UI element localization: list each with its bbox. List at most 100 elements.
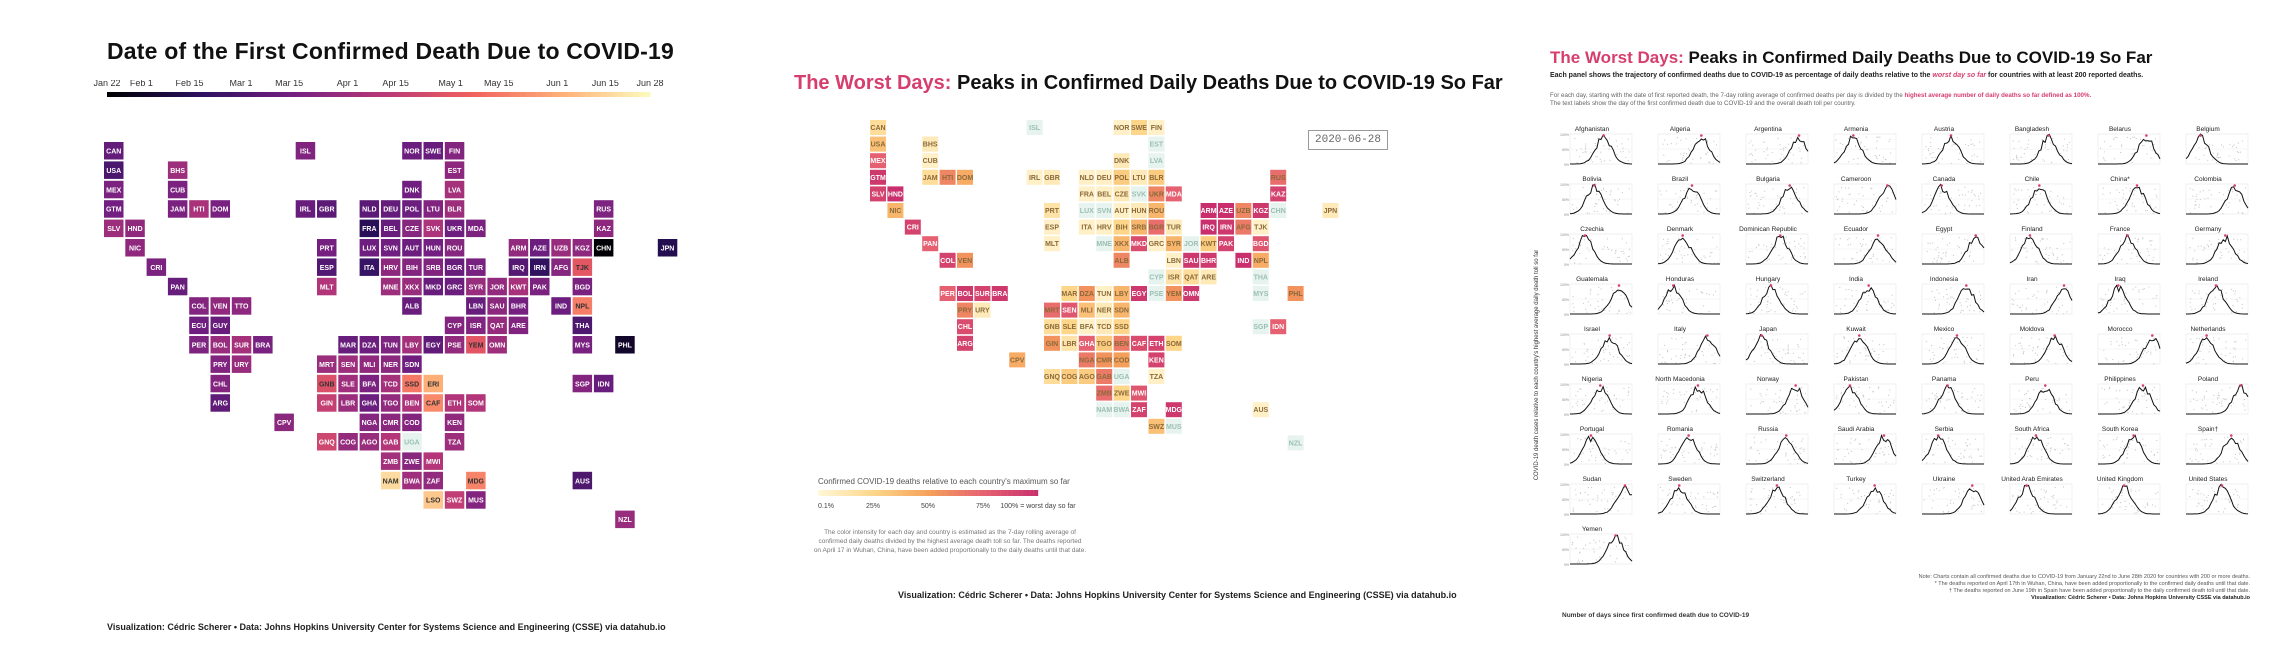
daily-point bbox=[1927, 449, 1929, 451]
daily-point bbox=[2201, 304, 2203, 306]
tile-cell bbox=[1148, 352, 1165, 368]
y-tick: 0% bbox=[1564, 363, 1569, 367]
daily-point bbox=[1930, 137, 1932, 139]
tile-label: SDN bbox=[1114, 308, 1129, 315]
daily-point bbox=[1596, 495, 1599, 497]
panel3-title-highlight: The Worst Days: bbox=[1550, 48, 1684, 67]
country-name: France bbox=[2110, 226, 2131, 233]
country-tile: IND bbox=[1235, 252, 1252, 268]
tile-cell bbox=[444, 433, 465, 451]
daily-point bbox=[2239, 452, 2241, 454]
legend-swatch bbox=[307, 92, 314, 97]
daily-point bbox=[1971, 461, 1974, 463]
daily-point bbox=[2050, 209, 2052, 211]
country-tile: GRC bbox=[444, 277, 465, 296]
daily-point bbox=[1775, 203, 1777, 205]
peak-marker bbox=[1677, 484, 1681, 487]
legend-swatch bbox=[947, 490, 951, 496]
daily-point bbox=[1875, 491, 1877, 493]
peak-marker bbox=[1867, 284, 1870, 287]
daily-point bbox=[2052, 496, 2054, 499]
daily-point bbox=[1665, 243, 1667, 245]
daily-point bbox=[1624, 297, 1626, 299]
daily-point bbox=[2063, 243, 2065, 245]
daily-point bbox=[1665, 212, 1667, 214]
daily-point bbox=[2012, 140, 2015, 142]
daily-point bbox=[1671, 447, 1673, 449]
daily-point bbox=[2131, 161, 2133, 164]
country-tile: DNK bbox=[1113, 153, 1130, 169]
legend-swatch bbox=[837, 490, 841, 496]
tile-label: PRY bbox=[213, 362, 227, 369]
daily-point bbox=[1669, 204, 1671, 206]
daily-point bbox=[2055, 507, 2057, 509]
daily-point bbox=[2109, 192, 2111, 194]
peak-marker bbox=[1857, 334, 1861, 337]
daily-point bbox=[1688, 290, 1691, 292]
daily-point bbox=[1803, 448, 1805, 450]
daily-point bbox=[1747, 512, 1749, 514]
daily-point bbox=[1958, 496, 1960, 498]
daily-point bbox=[1714, 190, 1716, 192]
daily-point bbox=[1578, 242, 1580, 244]
daily-point bbox=[1582, 152, 1584, 154]
daily-point bbox=[1783, 303, 1785, 305]
daily-point bbox=[2038, 338, 2040, 340]
daily-point bbox=[1932, 358, 1935, 360]
country-tile: LTU bbox=[1131, 169, 1147, 185]
tile-label: GIN bbox=[1046, 341, 1058, 348]
daily-point bbox=[1689, 495, 1692, 497]
daily-point bbox=[2237, 300, 2239, 302]
tile-label: SAU bbox=[490, 304, 505, 311]
country-name: Saudi Arabia bbox=[1838, 426, 1875, 433]
daily-point bbox=[1698, 458, 1700, 461]
daily-point bbox=[2126, 389, 2128, 391]
daily-point bbox=[1945, 251, 1947, 253]
tile-label: NAM bbox=[1096, 407, 1112, 414]
daily-point bbox=[1683, 456, 1685, 459]
tile-cell bbox=[487, 277, 507, 296]
country-name: Iraq bbox=[2114, 276, 2126, 283]
tile-label: BOL bbox=[958, 291, 974, 298]
country-tile: NIC bbox=[887, 203, 904, 218]
country-panel: United Arab Emirates bbox=[2001, 476, 2073, 515]
daily-point bbox=[1785, 236, 1787, 238]
daily-point bbox=[1587, 301, 1589, 303]
daily-point bbox=[2135, 286, 2137, 288]
daily-point bbox=[2237, 239, 2239, 241]
daily-point bbox=[1930, 194, 1932, 196]
daily-point bbox=[1597, 294, 1599, 296]
daily-point bbox=[2137, 353, 2139, 356]
daily-point bbox=[2056, 258, 2058, 260]
country-panel: Brazil bbox=[1657, 176, 1721, 215]
daily-point bbox=[1957, 391, 1959, 393]
daily-point bbox=[2014, 453, 2016, 455]
tile-label: SWE bbox=[1131, 125, 1147, 132]
daily-point bbox=[1757, 450, 1759, 452]
y-tick: 100% bbox=[1560, 133, 1569, 137]
legend-swatch bbox=[1011, 490, 1014, 496]
daily-point bbox=[1608, 345, 1610, 347]
trend-line bbox=[2186, 437, 2249, 465]
daily-point bbox=[2013, 201, 2015, 203]
daily-point bbox=[2104, 212, 2106, 214]
daily-point bbox=[1701, 503, 1703, 506]
tile-cell bbox=[922, 236, 939, 252]
country-tile: AFG bbox=[1235, 219, 1252, 235]
tile-label: GNB bbox=[1044, 324, 1060, 331]
daily-point bbox=[1683, 393, 1685, 395]
daily-point bbox=[1619, 405, 1621, 407]
daily-point bbox=[1790, 410, 1792, 412]
country-tile: NPL bbox=[572, 297, 593, 315]
daily-point bbox=[1865, 136, 1867, 138]
daily-point bbox=[2024, 238, 2026, 240]
daily-point bbox=[2198, 362, 2200, 364]
daily-point bbox=[1893, 399, 1895, 402]
daily-point bbox=[2156, 398, 2158, 401]
daily-point bbox=[2049, 450, 2051, 452]
daily-point bbox=[2229, 387, 2231, 389]
daily-point bbox=[2103, 141, 2106, 143]
daily-point bbox=[2049, 247, 2051, 249]
daily-point bbox=[1615, 140, 1618, 142]
legend-swatch bbox=[606, 92, 613, 97]
